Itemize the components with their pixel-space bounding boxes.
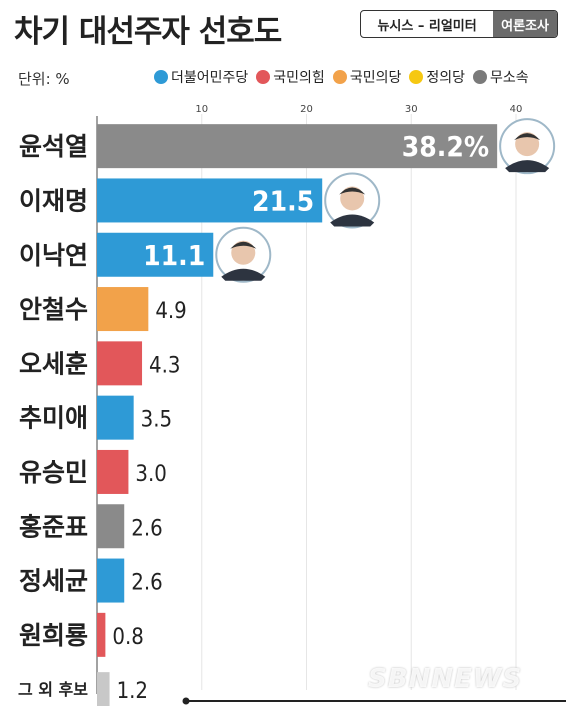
data-label: 2.6 — [131, 516, 162, 541]
bar — [97, 612, 106, 657]
photo-suit — [505, 160, 550, 173]
legend-item: 정의당 — [409, 67, 465, 87]
legend-label: 더불어민주당 — [171, 70, 249, 86]
bar — [97, 672, 110, 706]
x-tick-label: 40 — [510, 104, 523, 115]
legend-swatch — [256, 70, 271, 84]
legend-label: 정의당 — [426, 70, 465, 86]
bar — [97, 395, 134, 440]
source-label: 뉴시스 – 리얼미터 — [377, 18, 477, 34]
data-label: 3.5 — [141, 408, 172, 433]
category-label: 이재명 — [19, 186, 88, 215]
category-label: 홍준표 — [19, 512, 88, 541]
legend-item: 국민의당 — [332, 67, 402, 87]
category-label: 이낙연 — [19, 241, 88, 270]
photo-face — [231, 240, 256, 265]
data-label: 4.3 — [149, 353, 180, 378]
legend-swatch — [154, 70, 168, 84]
candidate-photo — [499, 118, 556, 175]
category-label: 정세균 — [19, 567, 88, 596]
legend-label: 국민의당 — [349, 70, 402, 86]
data-label: 11.1 — [143, 239, 205, 272]
legend-item: 더불어민주당 — [154, 67, 248, 87]
photo-face — [340, 186, 365, 211]
bottom-rule-dot — [182, 697, 190, 705]
photo-hair — [230, 241, 257, 249]
candidate-photo — [324, 172, 381, 229]
data-label: 0.8 — [112, 625, 143, 650]
bar — [97, 124, 498, 169]
data-label: 1.2 — [117, 679, 148, 704]
category-label: 그 외 후보 — [18, 680, 88, 699]
category-label: 안철수 — [19, 295, 88, 324]
data-label: 38.2% — [402, 130, 489, 163]
bar — [97, 178, 323, 223]
category-label: 추미애 — [19, 404, 88, 433]
legend-swatch — [332, 70, 347, 84]
photo-suit — [221, 268, 266, 281]
bar — [97, 449, 129, 494]
source-kind-label: 여론조사 — [493, 11, 557, 37]
photo-face — [515, 132, 540, 157]
legend-swatch — [409, 70, 424, 84]
legend-label: 무소속 — [489, 70, 529, 86]
chart-title: 차기 대선주자 선호도 — [14, 14, 282, 50]
category-label: 오세훈 — [19, 349, 88, 378]
data-label: 3.0 — [135, 462, 166, 487]
candidate-photo — [215, 226, 272, 283]
x-tick-label: 10 — [195, 104, 208, 115]
x-tick-label: 20 — [300, 104, 313, 115]
category-label: 윤석열 — [19, 132, 88, 161]
bar — [97, 287, 149, 332]
source-badge: 뉴시스 – 리얼미터 여론조사 — [360, 10, 558, 38]
category-label: 원희룡 — [19, 621, 88, 650]
category-label: 유승민 — [19, 458, 88, 487]
data-label: 2.6 — [131, 571, 162, 596]
data-label: 4.9 — [155, 299, 186, 324]
legend-label: 국민의힘 — [273, 70, 325, 86]
photo-suit — [330, 214, 375, 227]
photo-hair — [339, 187, 366, 195]
bar — [97, 232, 214, 277]
bar — [97, 558, 125, 603]
x-tick-label: 30 — [405, 104, 418, 115]
photo-hair — [514, 133, 541, 141]
legend-item: 무소속 — [472, 67, 529, 87]
data-label: 21.5 — [252, 184, 314, 217]
legend: 더불어민주당 국민의힘 국민의당 정의당 무소속 — [154, 67, 529, 87]
bar — [97, 504, 125, 549]
legend-item: 국민의힘 — [256, 67, 325, 87]
watermark: SBNNEWS — [368, 664, 523, 694]
unit-label: 단위: % — [18, 70, 70, 88]
legend-swatch — [472, 70, 487, 84]
bar — [97, 341, 143, 386]
